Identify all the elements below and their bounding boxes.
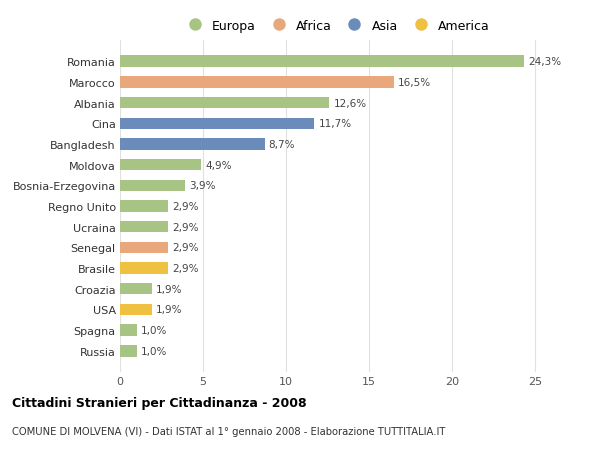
Bar — [120, 304, 152, 315]
Text: 8,7%: 8,7% — [269, 140, 295, 150]
Bar — [120, 180, 185, 191]
Text: 2,9%: 2,9% — [172, 222, 199, 232]
Bar — [120, 242, 168, 253]
Bar — [120, 325, 137, 336]
Text: 3,9%: 3,9% — [189, 181, 215, 191]
Bar — [120, 118, 314, 129]
Text: 4,9%: 4,9% — [206, 160, 232, 170]
Text: 2,9%: 2,9% — [172, 202, 199, 212]
Text: COMUNE DI MOLVENA (VI) - Dati ISTAT al 1° gennaio 2008 - Elaborazione TUTTITALIA: COMUNE DI MOLVENA (VI) - Dati ISTAT al 1… — [12, 426, 445, 436]
Bar — [120, 56, 524, 67]
Bar — [120, 201, 168, 212]
Text: 11,7%: 11,7% — [319, 119, 352, 129]
Text: 24,3%: 24,3% — [528, 57, 561, 67]
Text: 12,6%: 12,6% — [334, 98, 367, 108]
Bar — [120, 77, 394, 88]
Bar — [120, 346, 137, 357]
Bar — [120, 222, 168, 233]
Bar — [120, 263, 168, 274]
Text: 2,9%: 2,9% — [172, 243, 199, 253]
Legend: Europa, Africa, Asia, America: Europa, Africa, Asia, America — [177, 15, 495, 38]
Bar — [120, 139, 265, 150]
Text: Cittadini Stranieri per Cittadinanza - 2008: Cittadini Stranieri per Cittadinanza - 2… — [12, 396, 307, 409]
Bar — [120, 98, 329, 109]
Text: 1,0%: 1,0% — [141, 346, 167, 356]
Text: 1,9%: 1,9% — [156, 305, 182, 315]
Text: 2,9%: 2,9% — [172, 263, 199, 274]
Text: 1,0%: 1,0% — [141, 325, 167, 336]
Bar — [120, 284, 152, 295]
Text: 1,9%: 1,9% — [156, 284, 182, 294]
Bar — [120, 160, 202, 171]
Text: 16,5%: 16,5% — [398, 78, 431, 88]
